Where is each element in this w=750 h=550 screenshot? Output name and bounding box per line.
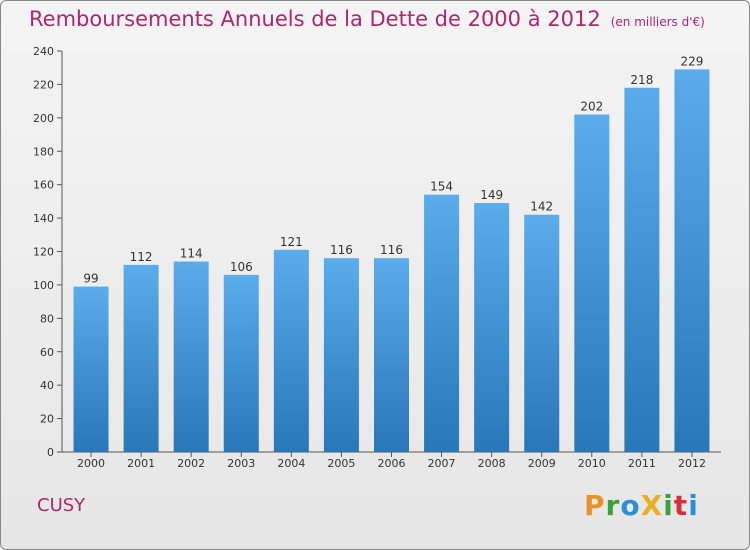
bar-2012 xyxy=(674,69,710,453)
x-tick-label-2004: 2004 xyxy=(277,457,305,470)
x-tick-label-2003: 2003 xyxy=(227,457,255,470)
y-tick-label: 240 xyxy=(33,45,54,58)
bar-2007 xyxy=(424,194,460,453)
y-tick-label: 180 xyxy=(33,145,54,158)
x-tick-label-2007: 2007 xyxy=(428,457,456,470)
x-tick-label-2005: 2005 xyxy=(327,457,355,470)
x-tick-label-2008: 2008 xyxy=(478,457,506,470)
bar-2005 xyxy=(323,258,359,452)
bar-2010 xyxy=(574,114,610,452)
y-tick-label: 200 xyxy=(33,112,54,125)
commune-name: CUSY xyxy=(37,495,86,516)
bar-2009 xyxy=(524,214,560,452)
logo-letter: i xyxy=(663,489,674,522)
logo-letter: X xyxy=(640,489,664,522)
bar-2008 xyxy=(474,203,510,452)
value-label-2008: 149 xyxy=(480,188,503,202)
value-label-2010: 202 xyxy=(580,99,603,113)
value-label-2003: 106 xyxy=(230,260,253,274)
bar-2004 xyxy=(273,249,309,452)
y-tick-label: 60 xyxy=(40,346,54,359)
value-label-2000: 99 xyxy=(83,272,98,286)
x-tick-label-2006: 2006 xyxy=(378,457,406,470)
logo-letter: o xyxy=(620,489,641,522)
bar-2000 xyxy=(73,286,109,452)
y-tick-label: 140 xyxy=(33,212,54,225)
chart-title: Remboursements Annuels de la Dette de 20… xyxy=(29,7,705,31)
bar-2006 xyxy=(374,258,409,452)
x-tick-label-2011: 2011 xyxy=(628,457,656,470)
value-label-2005: 116 xyxy=(330,243,353,257)
proxiti-logo: ProXiti xyxy=(584,489,699,522)
y-tick-label: 220 xyxy=(33,78,54,91)
bar-2003 xyxy=(223,274,259,452)
value-label-2009: 142 xyxy=(530,200,553,214)
y-tick-label: 100 xyxy=(33,279,54,292)
y-tick-label: 80 xyxy=(40,312,54,325)
value-label-2011: 218 xyxy=(630,73,653,87)
title-text: Remboursements Annuels de la Dette de 20… xyxy=(29,7,601,31)
y-tick-label: 40 xyxy=(40,379,54,392)
y-tick-label: 0 xyxy=(47,446,54,459)
logo-letter: t xyxy=(673,489,689,522)
y-tick-label: 120 xyxy=(33,246,54,259)
value-label-2006: 116 xyxy=(380,243,403,257)
value-label-2004: 121 xyxy=(280,235,303,249)
unit-label: (en milliers d'€) xyxy=(610,15,705,29)
bar-2001 xyxy=(123,264,159,452)
x-tick-label-2002: 2002 xyxy=(177,457,205,470)
x-tick-label-2009: 2009 xyxy=(528,457,556,470)
logo-letter: r xyxy=(605,489,621,522)
value-label-2001: 112 xyxy=(130,250,153,264)
logo-letter: i xyxy=(688,489,699,522)
y-tick-label: 20 xyxy=(40,413,54,426)
x-tick-label-2000: 2000 xyxy=(77,457,105,470)
x-tick-label-2001: 2001 xyxy=(127,457,155,470)
value-label-2007: 154 xyxy=(430,180,453,194)
bar-2002 xyxy=(173,261,209,452)
bar-2011 xyxy=(624,87,660,452)
x-tick-label-2012: 2012 xyxy=(678,457,706,470)
value-label-2002: 114 xyxy=(180,247,203,261)
value-label-2012: 229 xyxy=(681,54,704,68)
logo-letter: P xyxy=(584,489,606,522)
x-tick-label-2010: 2010 xyxy=(578,457,606,470)
y-tick-label: 160 xyxy=(33,179,54,192)
